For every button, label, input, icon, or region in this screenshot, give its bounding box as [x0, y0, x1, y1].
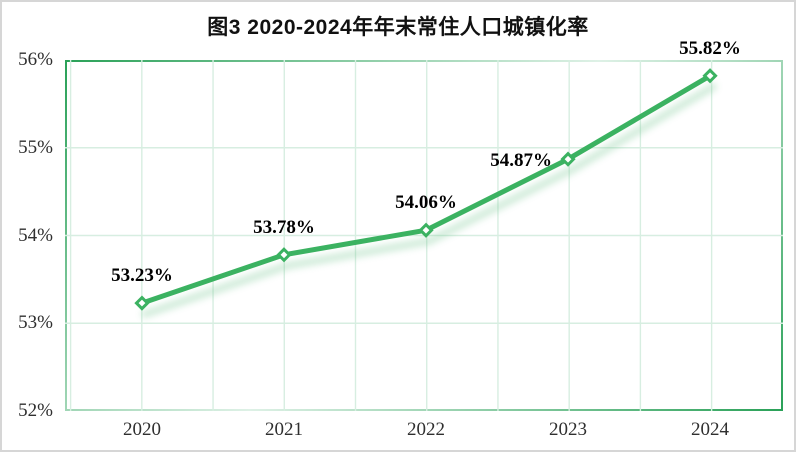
y-axis: 56% 55% 54% 53% 52%	[2, 2, 59, 450]
data-label: 55.82%	[679, 38, 741, 59]
x-tick-label: 2020	[122, 419, 161, 440]
data-label: 53.78%	[253, 217, 315, 238]
x-tick-label: 2022	[407, 419, 445, 440]
y-tick-label: 54%	[18, 224, 53, 246]
series-shadow	[141, 82, 718, 319]
x-tick-label: 2024	[691, 419, 730, 440]
y-tick-label: 56%	[18, 49, 53, 70]
data-point-marker	[276, 247, 292, 263]
data-point-marker	[418, 222, 434, 238]
data-point-marker	[560, 151, 576, 167]
line-chart: 53.23% 53.78% 54.06% 54.87% 55.82%	[65, 38, 783, 411]
x-axis: 2020 2021 2022 2023 2024	[65, 419, 783, 447]
y-tick-label: 55%	[18, 136, 53, 158]
data-point-marker	[134, 295, 150, 311]
data-label: 53.23%	[111, 265, 173, 286]
data-label: 54.87%	[490, 150, 552, 171]
y-tick-label: 53%	[18, 312, 53, 334]
y-tick-label: 52%	[18, 400, 53, 421]
chart-title: 图3 2020-2024年年末常住人口城镇化率	[207, 16, 589, 39]
data-label: 54.06%	[395, 192, 457, 213]
data-point-marker	[702, 68, 718, 84]
x-tick-label: 2023	[549, 419, 588, 440]
plot-area: 53.23% 53.78% 54.06% 54.87% 55.82%	[65, 38, 783, 411]
x-tick-label: 2021	[264, 419, 303, 440]
